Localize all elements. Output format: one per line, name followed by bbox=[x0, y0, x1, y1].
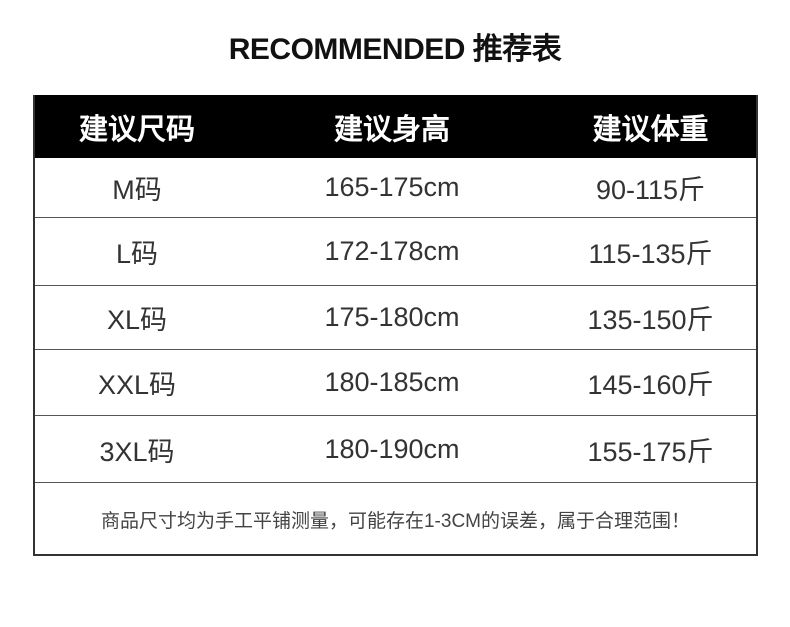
header-height: 建议身高 bbox=[333, 113, 450, 146]
size-chart-table: 建议尺码 建议身高 建议体重 M码 165-175cm 90-115斤 L码 1… bbox=[33, 95, 758, 556]
weight-cell: 135-150斤 bbox=[587, 305, 714, 335]
height-cell: 175-180cm bbox=[324, 302, 460, 332]
header-size: 建议尺码 bbox=[78, 113, 195, 146]
height-cell: 180-185cm bbox=[324, 367, 460, 397]
weight-cell: 155-175斤 bbox=[587, 436, 714, 467]
size-cell: 3XL码 bbox=[99, 436, 175, 467]
page-title: RECOMMENDED 推荐表 bbox=[228, 33, 562, 66]
size-cell: XL码 bbox=[106, 305, 168, 335]
measurement-note: 商品尺寸均为手工平铺测量，可能存在1-3CM的误差，属于合理范围！ bbox=[100, 510, 690, 532]
table-row: XXL码 180-185cm 145-160斤 bbox=[35, 350, 756, 416]
table-row: 3XL码 180-190cm 155-175斤 bbox=[35, 416, 756, 483]
size-cell: XXL码 bbox=[97, 370, 177, 400]
header-weight: 建议体重 bbox=[592, 113, 709, 146]
height-cell: 172-178cm bbox=[324, 236, 460, 266]
weight-cell: 90-115斤 bbox=[595, 175, 706, 205]
weight-cell: 145-160斤 bbox=[587, 370, 714, 400]
height-cell: 165-175cm bbox=[324, 172, 460, 202]
weight-cell: 115-135斤 bbox=[588, 239, 713, 269]
table-header: 建议尺码 建议身高 建议体重 bbox=[35, 95, 756, 158]
size-cell: L码 bbox=[115, 239, 159, 269]
height-cell: 180-190cm bbox=[324, 433, 460, 464]
table-row: M码 165-175cm 90-115斤 bbox=[35, 158, 756, 218]
table-row: L码 172-178cm 115-135斤 bbox=[35, 218, 756, 286]
size-cell: M码 bbox=[112, 175, 162, 205]
table-row: XL码 175-180cm 135-150斤 bbox=[35, 286, 756, 350]
